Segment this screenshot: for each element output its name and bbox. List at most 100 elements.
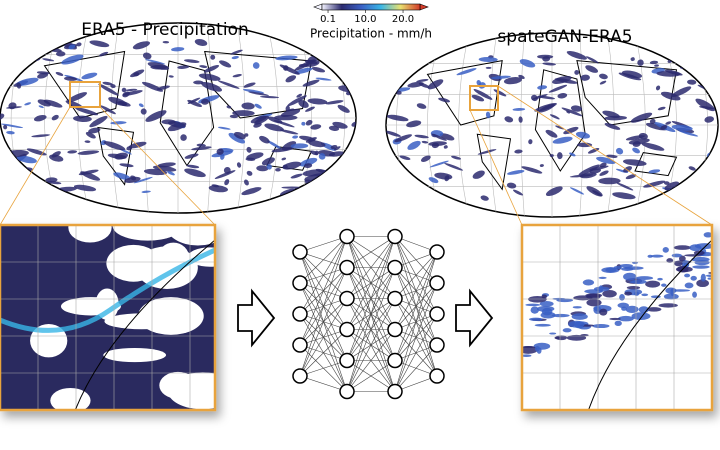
precip-patch [132,41,151,50]
precip-patch [541,307,553,316]
precip-patch [563,126,579,135]
precip-patch [456,68,477,76]
nn-edge [346,267,396,392]
precip-patch [279,64,300,75]
precip-patch [503,77,522,85]
precip-patch [279,129,299,135]
precip-patch [637,59,644,66]
colorbar-extend [419,3,429,11]
precip-patch [254,103,262,109]
colorbar: 0.1 10.0 20.0 Precipitation - mm/h [310,3,432,41]
precip-patch [281,157,287,161]
precip-patch [241,102,255,110]
precip-patch [281,186,303,189]
dry-area [50,387,91,410]
precip-patch [102,81,113,86]
precip-patch [658,303,678,308]
nn-edge [394,251,438,392]
precip-patch [410,187,427,193]
precip-patch [26,54,32,60]
precip-patch [704,116,715,123]
precip-patch [290,143,309,149]
precip-patch [119,101,127,106]
precip-patch [273,114,298,121]
precip-patch [260,95,280,99]
precip-patch [217,126,231,130]
precip-patch [663,293,679,300]
precip-patch [304,163,313,169]
precip-patch [401,53,415,57]
nn-edge [346,236,396,392]
precip-patch [514,149,523,154]
precip-patch [217,80,240,89]
colorbar-label: Precipitation - mm/h [310,27,432,41]
precip-patch [660,91,681,101]
precip-patch [0,69,15,79]
nn-node [387,383,403,400]
precip-patch [226,105,232,109]
precip-patch [671,124,693,131]
precip-patch [478,57,498,63]
precip-patch [485,66,492,69]
precip-patch [621,306,627,311]
precip-patch [399,155,411,160]
precip-patch [351,45,356,50]
graticule [207,23,212,213]
precip-patch [42,58,55,62]
precip-patch [85,131,96,139]
precip-patch [219,60,232,68]
precip-patch [340,56,356,62]
precip-patch [694,259,710,266]
precip-patch [248,91,270,96]
precip-patch [566,110,571,114]
precip-patch [67,150,78,154]
precip-patch [133,176,153,184]
precip-patch [145,59,166,65]
precip-patch [246,152,264,160]
nn-edge [394,344,438,392]
precip-patch [671,253,683,258]
precip-patch [250,115,267,124]
dry-area [112,225,183,241]
precip-patch [650,295,661,299]
precip-patch [10,60,16,65]
precip-patch [493,89,507,97]
precip-patch [296,93,303,98]
precip-patch [298,63,309,68]
precip-patch [113,172,131,180]
precip-patch [592,323,610,329]
precip-patch [545,186,563,197]
precip-patch [551,313,570,318]
precip-patch [618,72,642,81]
precip-patch [88,127,101,134]
precip-patch [55,51,66,57]
precip-patch [700,273,706,282]
precip-patch [599,170,609,176]
precip-patch [609,317,621,321]
precip-patch [569,152,576,157]
precip-patch [602,290,617,298]
precip-patch [224,179,230,186]
precip-patch [619,294,625,301]
precip-patch [89,40,110,48]
precip-patch [421,140,429,144]
precip-patch [684,273,691,278]
colorbar-tick-label: 0.1 [320,14,336,25]
precip-patch [271,147,294,153]
nn-edge [346,236,396,361]
precip-patch [679,255,686,262]
precip-patch [586,56,599,64]
precip-patch [223,167,231,174]
precip-patch [292,135,299,139]
precip-patch [506,182,517,189]
precip-patch [275,167,281,172]
precip-patch [344,166,352,174]
precip-patch [646,307,662,312]
inset-frame [0,223,217,412]
precip-patch [394,134,412,143]
coastline [588,239,712,410]
nn-node [429,275,445,291]
precip-patch [333,146,341,151]
precip-patch [318,153,326,160]
precip-patch [330,49,340,53]
